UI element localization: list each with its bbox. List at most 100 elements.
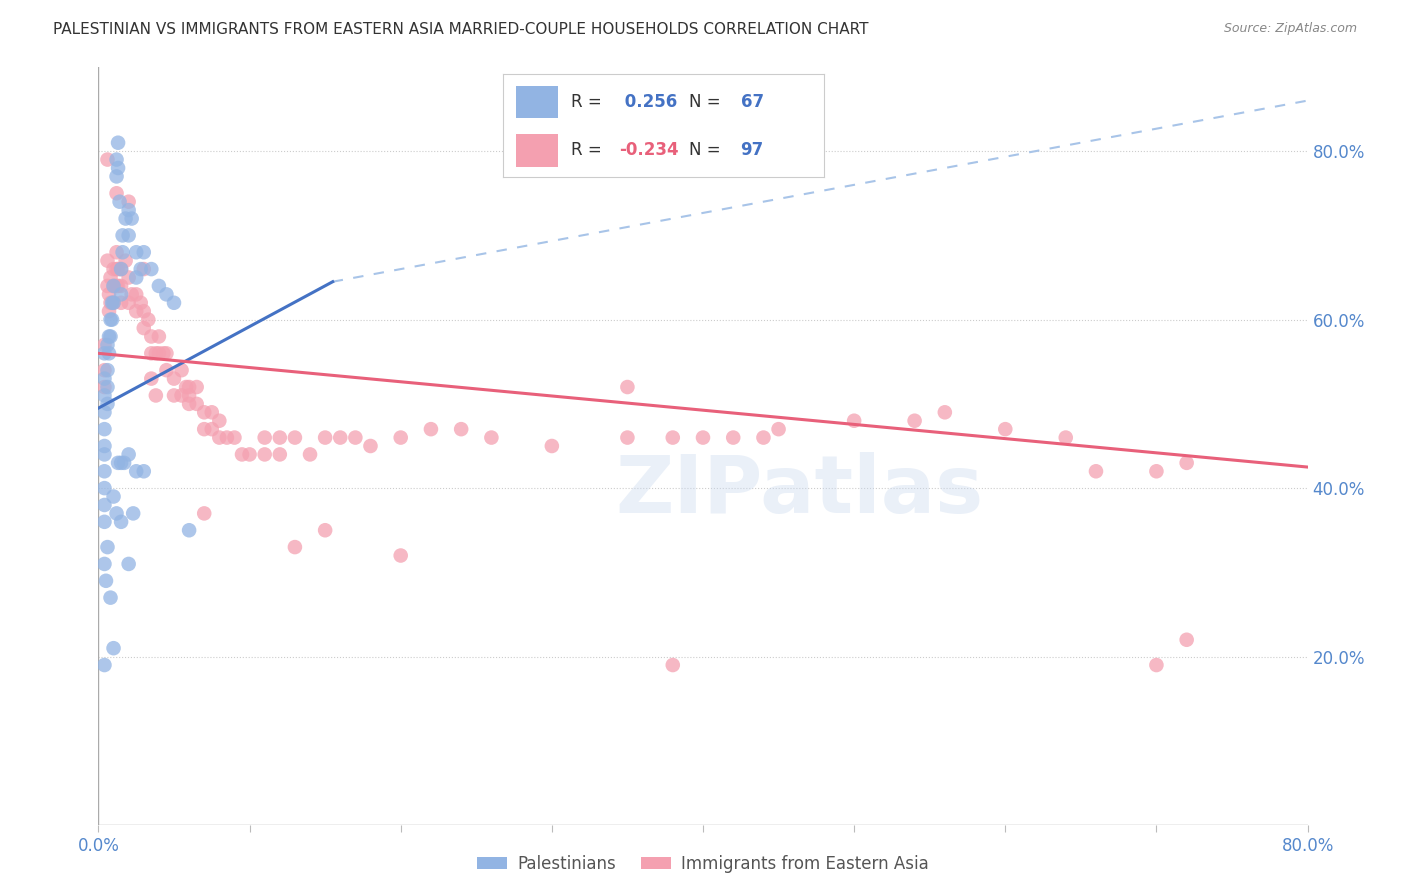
- Point: [132, 262, 155, 277]
- Point: [111, 228, 134, 243]
- Point: [224, 431, 246, 445]
- Point: [118, 295, 141, 310]
- Point: [215, 431, 238, 445]
- Point: [163, 295, 186, 310]
- Point: [329, 431, 352, 445]
- Point: [314, 523, 336, 537]
- Point: [93, 388, 115, 402]
- Point: [201, 405, 224, 419]
- Point: [179, 388, 201, 402]
- Point: [450, 422, 472, 436]
- Point: [299, 447, 322, 461]
- Point: [105, 245, 128, 260]
- Point: [193, 507, 215, 521]
- Point: [100, 591, 122, 605]
- Text: ZIPatlas: ZIPatlas: [616, 452, 984, 531]
- Point: [155, 287, 177, 301]
- Point: [118, 447, 141, 461]
- Point: [98, 287, 121, 301]
- Point: [360, 439, 382, 453]
- Point: [118, 203, 141, 218]
- Point: [1085, 464, 1108, 478]
- Point: [101, 312, 124, 326]
- Point: [174, 380, 197, 394]
- Point: [129, 262, 152, 277]
- Point: [110, 262, 132, 277]
- Point: [155, 363, 177, 377]
- Point: [93, 481, 115, 495]
- Point: [93, 464, 115, 478]
- Point: [163, 371, 186, 385]
- Point: [96, 363, 118, 377]
- Point: [145, 346, 167, 360]
- Point: [768, 422, 790, 436]
- Point: [616, 380, 638, 394]
- Point: [269, 431, 291, 445]
- Point: [155, 346, 177, 360]
- Point: [105, 279, 128, 293]
- Point: [136, 312, 159, 326]
- Point: [107, 161, 129, 175]
- Point: [93, 422, 115, 436]
- Point: [110, 456, 132, 470]
- Point: [170, 363, 193, 377]
- Point: [284, 540, 307, 554]
- Point: [253, 431, 276, 445]
- Point: [118, 270, 141, 285]
- Point: [105, 262, 128, 277]
- Point: [179, 380, 201, 394]
- Point: [122, 507, 145, 521]
- Point: [103, 641, 125, 656]
- Point: [125, 245, 148, 260]
- Point: [186, 380, 208, 394]
- Point: [1144, 464, 1167, 478]
- Point: [118, 194, 141, 209]
- Point: [141, 346, 163, 360]
- Point: [844, 414, 866, 428]
- Point: [201, 422, 224, 436]
- Point: [125, 464, 148, 478]
- Point: [111, 245, 134, 260]
- Point: [661, 658, 683, 673]
- Point: [110, 515, 132, 529]
- Point: [98, 329, 121, 343]
- Point: [231, 447, 253, 461]
- Point: [96, 380, 118, 394]
- Point: [389, 431, 412, 445]
- Point: [93, 371, 115, 385]
- Point: [100, 329, 122, 343]
- Point: [93, 346, 115, 360]
- Point: [284, 431, 307, 445]
- Point: [141, 329, 163, 343]
- Point: [103, 490, 125, 504]
- Point: [93, 557, 115, 571]
- Point: [96, 397, 118, 411]
- Point: [105, 153, 128, 167]
- Point: [661, 431, 683, 445]
- Point: [98, 346, 121, 360]
- Point: [103, 279, 125, 293]
- Point: [723, 431, 745, 445]
- Point: [132, 464, 155, 478]
- Point: [163, 388, 186, 402]
- Point: [93, 498, 115, 512]
- Point: [121, 287, 143, 301]
- Point: [125, 304, 148, 318]
- Legend: Palestinians, Immigrants from Eastern Asia: Palestinians, Immigrants from Eastern As…: [471, 848, 935, 880]
- Point: [239, 447, 262, 461]
- Point: [96, 253, 118, 268]
- Point: [481, 431, 503, 445]
- Point: [105, 186, 128, 201]
- Point: [93, 405, 115, 419]
- Point: [100, 270, 122, 285]
- Point: [540, 439, 562, 453]
- Point: [994, 422, 1017, 436]
- Point: [110, 295, 132, 310]
- Point: [125, 270, 148, 285]
- Point: [752, 431, 775, 445]
- Point: [93, 658, 115, 673]
- Point: [108, 194, 131, 209]
- Point: [193, 405, 215, 419]
- Point: [141, 262, 163, 277]
- Point: [112, 456, 135, 470]
